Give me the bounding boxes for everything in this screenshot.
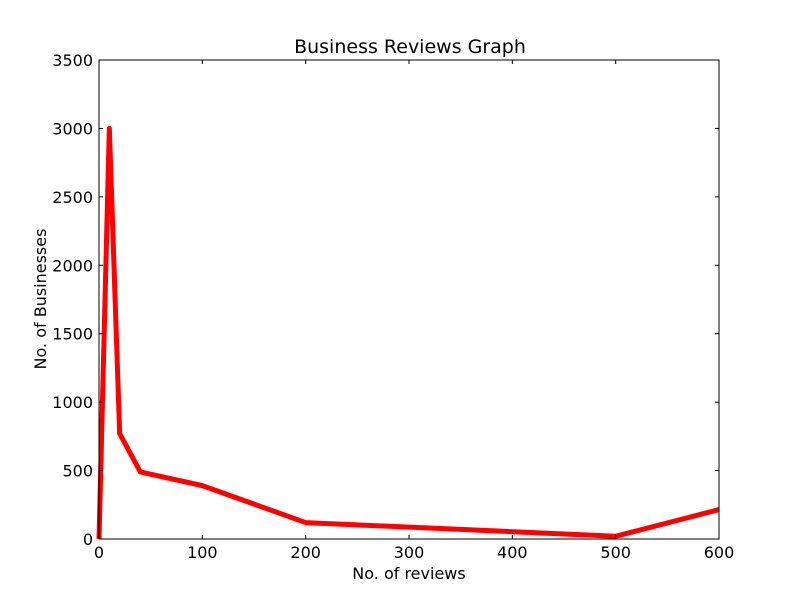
ticks-layer: 0 100 200 300 400 500 600 0 500 1000 1500 2000 2500 3…	[52, 51, 734, 562]
series-line-0	[99, 128, 719, 539]
x-tick-label: 200	[290, 543, 321, 562]
y-tick-label: 500	[62, 462, 93, 481]
x-tick-label: 600	[704, 543, 735, 562]
plot-frame	[99, 60, 719, 539]
x-tick-label: 100	[187, 543, 218, 562]
y-tick-label: 2000	[52, 256, 93, 275]
y-tick-label: 1500	[52, 325, 93, 344]
y-tick-label: 0	[83, 530, 93, 549]
y-axis-label: No. of Businesses	[31, 229, 50, 370]
y-tick-label: 2500	[52, 188, 93, 207]
y-tick-label: 3000	[52, 119, 93, 138]
data-layer	[99, 128, 719, 539]
x-tick-label: 300	[394, 543, 425, 562]
x-tick-label: 0	[94, 543, 104, 562]
x-tick-label: 500	[600, 543, 631, 562]
x-axis-label: No. of reviews	[352, 564, 465, 583]
y-tick-label: 3500	[52, 51, 93, 70]
y-tick-label: 1000	[52, 393, 93, 412]
chart-title: Business Reviews Graph	[294, 36, 526, 58]
x-tick-label: 400	[497, 543, 528, 562]
